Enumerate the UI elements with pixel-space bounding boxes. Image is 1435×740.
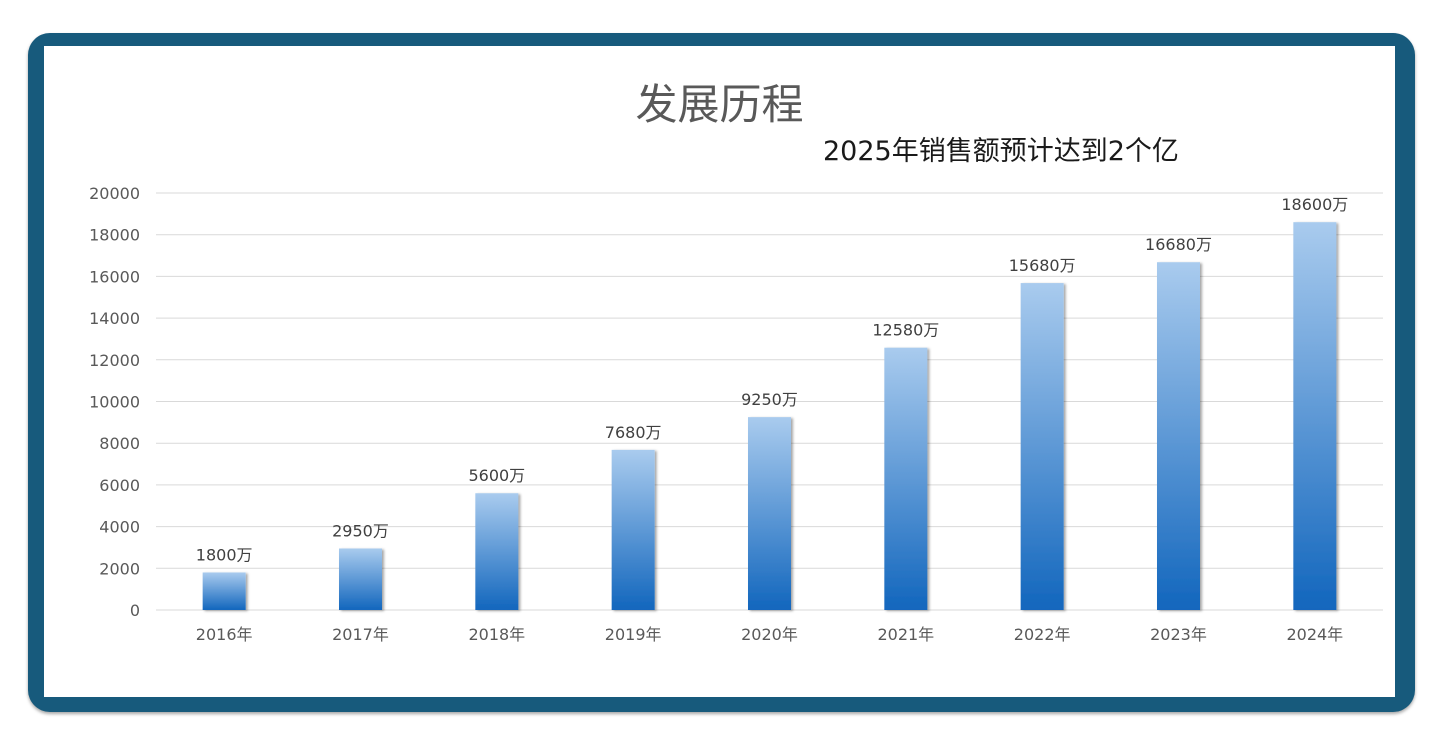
y-tick-label: 2000 [99, 559, 140, 578]
x-tick-label: 2017年 [332, 625, 389, 644]
y-tick-label: 16000 [89, 267, 140, 286]
y-tick-label: 18000 [89, 226, 140, 245]
x-tick-label: 2022年 [1014, 625, 1071, 644]
bars [202, 222, 1337, 610]
data-label: 7680万 [605, 423, 662, 442]
bar [1157, 262, 1200, 610]
chart-subtitle: 2025年销售额预计达到2个亿 [823, 136, 1179, 167]
bar [748, 417, 791, 610]
data-label: 15680万 [1009, 256, 1076, 275]
y-tick-label: 20000 [89, 184, 140, 203]
data-label: 12580万 [872, 321, 939, 340]
bar [1020, 283, 1064, 610]
y-tick-label: 14000 [89, 309, 140, 328]
data-label: 1800万 [196, 545, 253, 564]
bar [202, 572, 246, 610]
y-tick-label: 10000 [89, 393, 140, 412]
data-label: 2950万 [332, 521, 389, 540]
x-tick-label: 2016年 [196, 625, 253, 644]
x-tick-label: 2021年 [877, 625, 934, 644]
bar [884, 347, 928, 610]
y-tick-label: 6000 [99, 476, 140, 495]
chart-title: 发展历程 [635, 80, 804, 129]
bar [611, 449, 655, 610]
data-label: 16680万 [1145, 235, 1212, 254]
data-label: 18600万 [1281, 195, 1348, 214]
y-tick-label: 0 [130, 601, 140, 620]
y-axis-tick-labels: 0 2000 4000 6000 8000 10000 12000 14000 16000 180… [89, 184, 140, 620]
x-tick-label: 2020年 [741, 625, 798, 644]
x-tick-label: 2018年 [468, 625, 525, 644]
data-label: 9250万 [741, 390, 798, 409]
chart-frame: 发展历程 2025年销售额预计达到2个亿 0 2000 4000 6000 8000 10… [28, 33, 1415, 712]
data-labels: 1800万 2950万 5600万 7680万 9250万 12580万 15680万 166… [196, 195, 1348, 564]
y-tick-label: 12000 [89, 351, 140, 370]
bar [475, 493, 519, 610]
x-axis-tick-labels: 2016年 2017年 2018年 2019年 2020年 2021年 2022年 2023年… [196, 625, 1343, 644]
y-tick-label: 8000 [99, 434, 140, 453]
y-tick-label: 4000 [99, 518, 140, 537]
x-tick-label: 2019年 [605, 625, 662, 644]
bar [1293, 222, 1337, 610]
chart-panel: 发展历程 2025年销售额预计达到2个亿 0 2000 4000 6000 8000 10… [44, 46, 1395, 697]
data-label: 5600万 [468, 466, 525, 485]
x-tick-label: 2024年 [1286, 625, 1343, 644]
bar [339, 548, 382, 610]
x-tick-label: 2023年 [1150, 625, 1207, 644]
bar-chart: 0 2000 4000 6000 8000 10000 12000 14000 16000 180… [89, 184, 1383, 644]
